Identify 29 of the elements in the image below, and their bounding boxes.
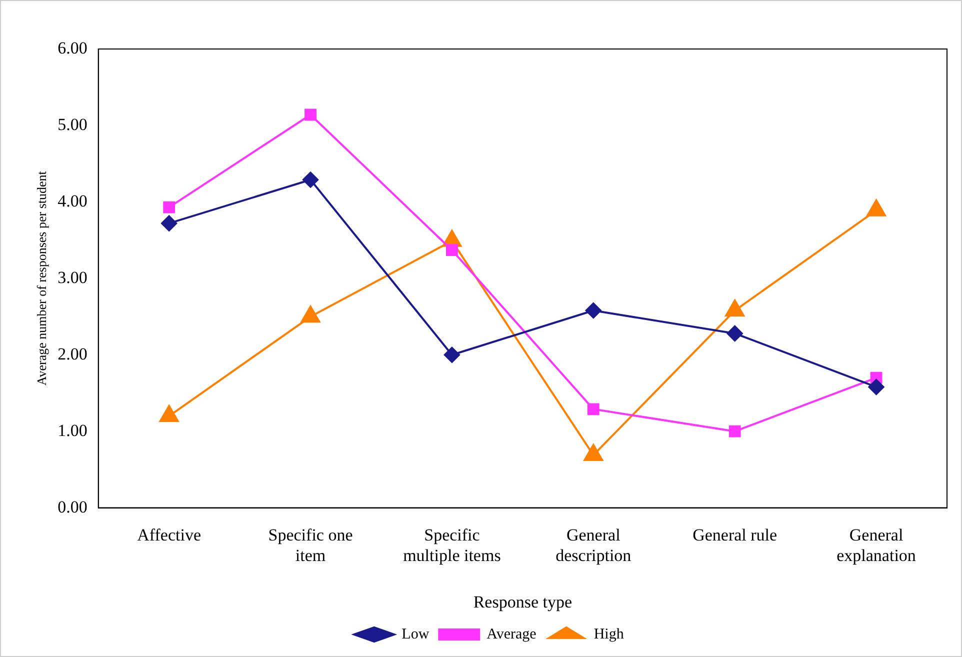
x-tick-label: Affective — [137, 525, 202, 544]
y-tick-label: 0.00 — [58, 497, 88, 516]
x-tick-label: General explanation — [836, 525, 916, 565]
point — [585, 302, 602, 319]
point — [587, 403, 600, 416]
point — [161, 215, 178, 232]
y-tick-label: 3.00 — [58, 268, 88, 287]
x-tick-label: General description — [556, 525, 632, 565]
y-tick-label: 2.00 — [58, 344, 88, 364]
y-axis-title: Average number of responses per student — [34, 170, 50, 386]
y-tick-label: 4.00 — [58, 191, 88, 210]
legend-label: Average — [486, 626, 537, 642]
y-tick-label: 5.00 — [58, 114, 88, 134]
legend-label: High — [594, 626, 624, 642]
x-tick-label: General rule — [692, 525, 778, 544]
point — [726, 325, 743, 342]
x-tick-label: Specific multiple items — [403, 525, 501, 565]
y-tick-label: 1.00 — [58, 420, 88, 440]
point — [302, 172, 319, 188]
point — [304, 108, 316, 121]
point — [444, 346, 460, 363]
point — [446, 244, 458, 256]
point — [868, 378, 884, 395]
x-tick-label: Specific one item — [268, 525, 353, 565]
legend-label: Low — [402, 626, 430, 642]
point — [728, 425, 741, 438]
point — [163, 201, 176, 214]
y-tick-label: 6.00 — [58, 38, 88, 58]
x-axis-title: Response type — [473, 592, 572, 612]
